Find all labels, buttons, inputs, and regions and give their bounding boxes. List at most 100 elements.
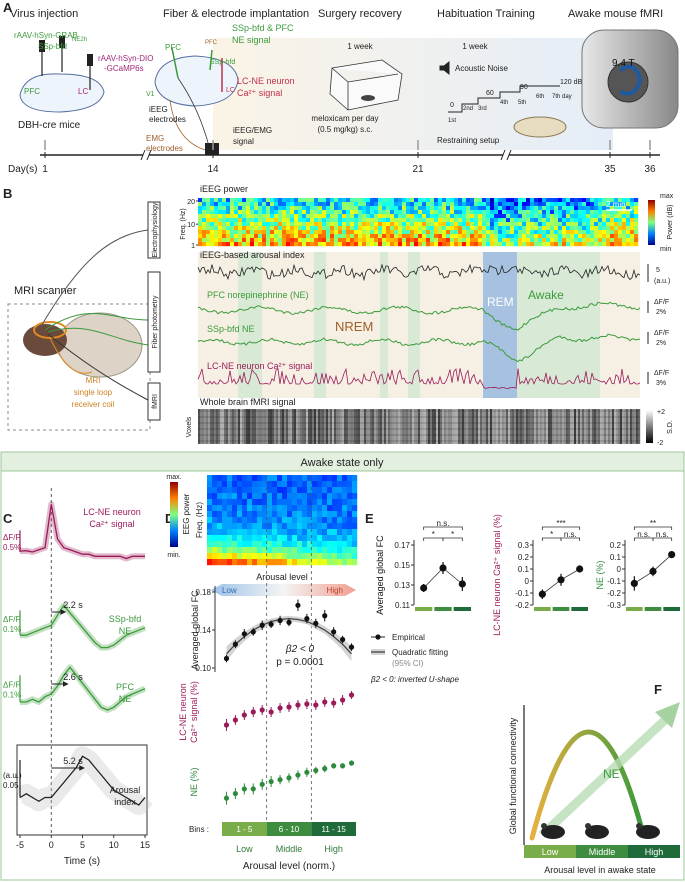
spectrogram-cell — [232, 553, 238, 560]
spectrogram-cell — [254, 242, 259, 247]
spectrogram-cell — [618, 222, 623, 227]
spectrogram-cell — [257, 481, 263, 488]
spectrogram-cell — [238, 210, 243, 215]
spectrogram-cell — [282, 559, 288, 566]
fmri-column — [558, 409, 561, 444]
spectrogram-cell — [422, 214, 427, 219]
spectrogram-cell — [262, 222, 267, 227]
spectrogram-cell — [327, 505, 333, 512]
spectrogram-cell — [338, 242, 343, 247]
spectrogram-cell — [218, 226, 223, 231]
spectrogram-cell — [230, 230, 235, 235]
spectrogram-cell — [578, 226, 583, 231]
spectrogram-cell — [352, 493, 358, 500]
mean-curve — [19, 504, 145, 560]
spectrogram-cell — [566, 242, 571, 247]
spectrogram-cell — [358, 206, 363, 211]
spectrogram-cell — [334, 202, 339, 207]
spectrogram-cell — [422, 198, 427, 203]
spectrogram-cell — [562, 210, 567, 215]
spectrogram-cell — [247, 475, 253, 482]
spectrogram-cell — [506, 202, 511, 207]
spectrogram-cell — [202, 214, 207, 219]
spectrogram-cell — [206, 226, 211, 231]
spectrogram-cell — [282, 230, 287, 235]
spectrogram-cell — [337, 499, 343, 506]
spectrogram-cell — [570, 226, 575, 231]
spectrogram-cell — [474, 222, 479, 227]
spectrogram-cell — [406, 222, 411, 227]
spectrogram-cell — [466, 218, 471, 223]
spectrogram-cell — [222, 222, 227, 227]
fmri-column — [534, 409, 537, 444]
spectrogram-cell — [297, 529, 303, 536]
spectrogram-cell — [282, 210, 287, 215]
spectrogram-cell — [422, 206, 427, 211]
spectrogram-cell — [582, 210, 587, 215]
spectrogram-cell — [314, 206, 319, 211]
y-tick-label: 0.1 — [518, 565, 530, 574]
fmri-column — [222, 409, 225, 444]
label: 90 — [520, 84, 528, 91]
label: 11 - 15 — [322, 825, 347, 834]
spectrogram-cell — [306, 226, 311, 231]
spectrogram-cell — [352, 487, 358, 494]
spectrogram-cell — [602, 202, 607, 207]
spectrogram-cell — [352, 541, 358, 548]
label: NREM — [335, 319, 373, 334]
spectrogram-cell — [298, 218, 303, 223]
spectrogram-cell — [354, 226, 359, 231]
spectrogram-cell — [226, 218, 231, 223]
spectrogram-cell — [442, 234, 447, 239]
spectrogram-cell — [526, 226, 531, 231]
spectrogram-cell — [358, 238, 363, 243]
spectrogram-cell — [227, 541, 233, 548]
spectrogram-cell — [307, 529, 313, 536]
spectrogram-cell — [218, 234, 223, 239]
spectrogram-cell — [362, 238, 367, 243]
spectrogram-cell — [347, 517, 353, 524]
rem-bg — [483, 252, 517, 398]
label: 5th — [518, 100, 526, 106]
fmri-column — [224, 409, 227, 444]
spectrogram-cell — [292, 547, 298, 554]
spectrogram-cell — [574, 218, 579, 223]
fmri-column — [228, 409, 231, 444]
spectrogram-cell — [330, 210, 335, 215]
spectrogram-cell — [282, 222, 287, 227]
stair — [448, 85, 560, 113]
spectrogram-cell — [354, 234, 359, 239]
spectrogram-cell — [342, 553, 348, 560]
spectrogram-cell — [630, 198, 635, 203]
spectrogram-cell — [598, 230, 603, 235]
spectrogram-cell — [206, 218, 211, 223]
spectrogram-cell — [207, 523, 213, 530]
spectrogram-cell — [290, 234, 295, 239]
spectrogram-cell — [346, 242, 351, 247]
fmri-column — [238, 409, 241, 444]
spectrogram-cell — [618, 218, 623, 223]
spectrogram-cell — [234, 230, 239, 235]
spectrogram-cell — [217, 481, 223, 488]
spectrogram-cell — [337, 493, 343, 500]
spectrogram-cell — [246, 230, 251, 235]
spectrogram-cell — [278, 210, 283, 215]
spectrogram-cell — [526, 214, 531, 219]
spectrogram-cell — [257, 559, 263, 566]
spectrogram-cell — [446, 210, 451, 215]
fmri-column — [556, 409, 559, 444]
spectrogram-cell — [322, 242, 327, 247]
spectrogram-cell — [246, 234, 251, 239]
spectrogram-cell — [438, 238, 443, 243]
spectrogram-cell — [578, 214, 583, 219]
fmri-column — [618, 409, 621, 444]
spectrogram-cell — [327, 541, 333, 548]
spectrogram-cell — [258, 202, 263, 207]
label: NE — [603, 767, 620, 781]
fmri-column — [392, 409, 395, 444]
spectrogram-cell — [282, 481, 288, 488]
spectrogram-cell — [382, 222, 387, 227]
point — [348, 692, 355, 698]
spectrogram-cell — [598, 222, 603, 227]
spectrogram-cell — [277, 499, 283, 506]
